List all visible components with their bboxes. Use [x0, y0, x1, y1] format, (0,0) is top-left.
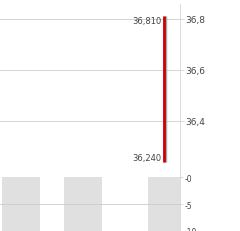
- Bar: [148, 177, 180, 231]
- Text: 36,810: 36,810: [132, 17, 161, 26]
- Text: 36,240: 36,240: [132, 153, 161, 162]
- Bar: [64, 177, 102, 231]
- Bar: [2, 177, 40, 231]
